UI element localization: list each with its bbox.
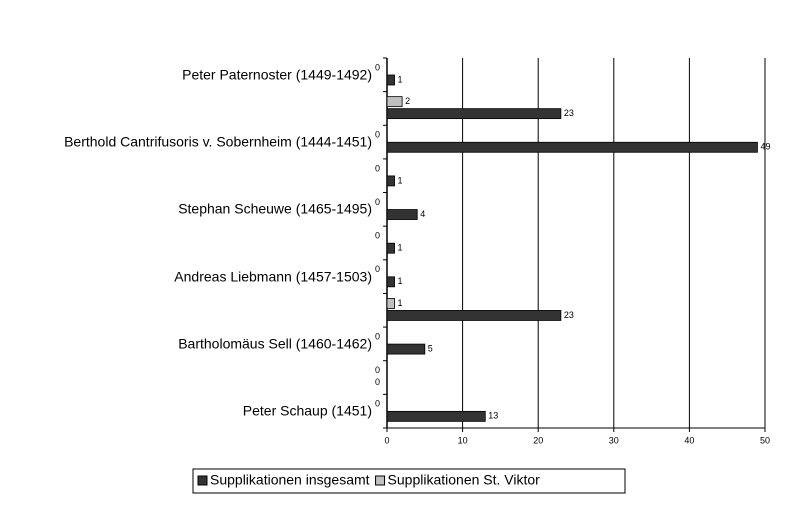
- data-label: 0: [375, 130, 380, 140]
- x-tick-label: 20: [533, 435, 543, 445]
- x-tick-label: 0: [384, 435, 389, 445]
- bar: [386, 276, 395, 288]
- data-label: 0: [375, 264, 380, 274]
- data-label: 49: [760, 142, 770, 152]
- legend-swatch: [197, 475, 208, 486]
- x-tick-label: 30: [609, 435, 619, 445]
- x-tick-label: 40: [684, 435, 694, 445]
- data-label: 1: [398, 298, 403, 308]
- legend-swatch: [375, 475, 386, 486]
- legend-box: [192, 468, 626, 494]
- data-label: 0: [375, 377, 380, 387]
- legend-label: Supplikationen insgesamt: [210, 472, 370, 488]
- y-tick-label: Peter Schaup (1451): [242, 402, 372, 419]
- legend-label: Supplikationen St. Viktor: [388, 472, 541, 488]
- data-label: 23: [564, 310, 574, 320]
- bar: [386, 74, 395, 86]
- data-label: 0: [375, 399, 380, 409]
- data-label: 1: [398, 276, 403, 286]
- data-label: 1: [398, 175, 403, 185]
- data-label: 0: [375, 331, 380, 341]
- bar: [386, 175, 395, 187]
- data-label: 4: [420, 209, 425, 219]
- bar: [386, 209, 418, 220]
- bar: [386, 96, 403, 108]
- data-label: 1: [398, 243, 403, 253]
- bar: [386, 343, 426, 355]
- bar: [386, 242, 395, 254]
- bar: [386, 298, 395, 309]
- y-tick-label: Andreas Liebmann (1457-1503): [174, 268, 372, 285]
- y-tick-label: Berthold Cantrifusoris v. Sobernheim (14…: [64, 133, 372, 150]
- data-label: 1: [398, 74, 403, 84]
- x-tick-label: 10: [458, 435, 468, 445]
- x-tick-label: 50: [760, 435, 770, 445]
- data-label: 0: [375, 163, 380, 173]
- data-label: 5: [428, 343, 433, 353]
- data-label: 13: [488, 411, 498, 421]
- data-label: 0: [375, 365, 380, 375]
- data-label: 2: [405, 96, 410, 106]
- bar: [386, 141, 758, 153]
- bar: [386, 108, 562, 120]
- bar: [386, 310, 562, 321]
- data-label: 0: [375, 62, 380, 72]
- bar: [386, 410, 486, 422]
- y-tick-label: Stephan Scheuwe (1465-1495): [178, 200, 372, 217]
- y-tick-label: Peter Paternoster (1449-1492): [182, 66, 372, 83]
- y-tick-label: Bartholomäus Sell (1460-1462): [178, 335, 372, 352]
- data-label: 23: [564, 108, 574, 118]
- data-label: 0: [375, 197, 380, 207]
- data-label: 0: [375, 231, 380, 241]
